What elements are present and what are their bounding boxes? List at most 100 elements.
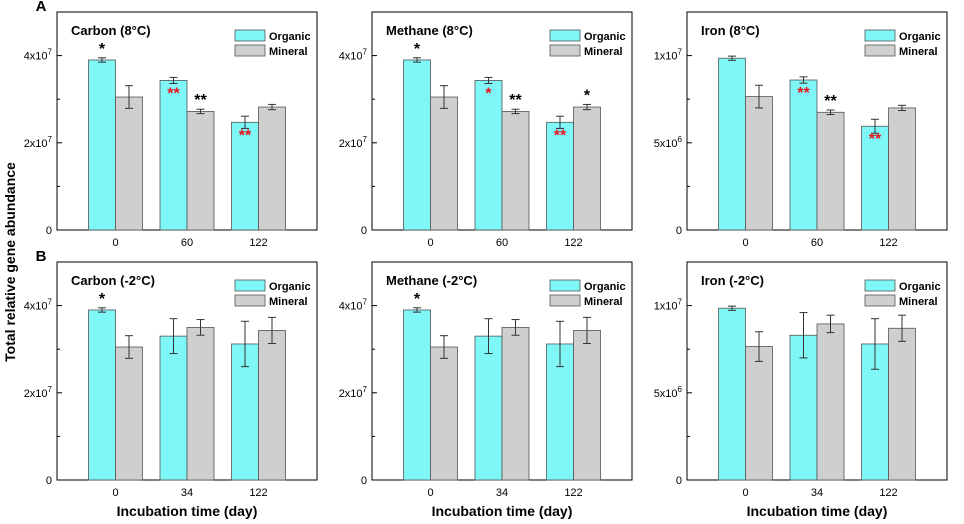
legend-swatch-mineral	[234, 44, 266, 57]
panel-title: Iron (-2°C)	[701, 273, 764, 288]
legend-swatch-organic	[864, 29, 896, 42]
x-tick-label: 60	[496, 237, 508, 249]
y-tick-label: 4x107	[24, 48, 53, 63]
y-tick-label: 2x107	[339, 135, 368, 150]
x-tick-label: 34	[496, 487, 508, 499]
x-tick-label: 34	[181, 487, 193, 499]
y-axis-label: Total relative gene abundance	[2, 162, 18, 362]
legend-swatch-organic	[864, 279, 896, 292]
x-axis-label: Incubation time (day)	[747, 503, 888, 519]
panel-letter-a: A	[36, 0, 47, 15]
bar-organic	[403, 309, 431, 481]
y-tick-label: 5x106	[654, 135, 683, 150]
legend-swatch-mineral	[864, 294, 896, 307]
legend-swatch-mineral	[549, 44, 581, 57]
legend-label-organic: Organic	[899, 31, 941, 43]
bar-mineral	[573, 330, 601, 481]
legend-label-mineral: Mineral	[899, 296, 938, 308]
x-tick-label: 122	[249, 237, 267, 249]
significance-marker: **	[239, 127, 252, 144]
bar-organic	[474, 80, 503, 231]
legend-swatch-organic	[549, 279, 581, 292]
y-tick-label: 2x107	[24, 135, 53, 150]
bar-mineral	[816, 111, 845, 231]
bar-organic	[88, 59, 116, 231]
x-tick-label: 122	[249, 487, 267, 499]
y-tick-label: 4x107	[24, 298, 53, 313]
x-tick-label: 60	[811, 237, 823, 249]
x-tick-label: 122	[879, 487, 897, 499]
bar-mineral	[258, 106, 286, 231]
significance-marker: **	[167, 85, 180, 102]
y-tick-label: 2x107	[339, 385, 368, 400]
y-tick-label: 2x107	[24, 385, 53, 400]
bar-mineral	[888, 107, 916, 231]
x-tick-label: 122	[879, 237, 897, 249]
chart-panel: 0 2x107 4x107 0 34 122 * Methane (-2°C) Organic M…	[339, 261, 633, 499]
y-tick-label: 0	[676, 225, 682, 237]
y-tick-label: 0	[361, 225, 367, 237]
legend-swatch-mineral	[549, 294, 581, 307]
x-tick-label: 60	[181, 237, 193, 249]
bar-mineral	[186, 326, 215, 481]
y-tick-label: 0	[46, 225, 52, 237]
significance-marker: *	[414, 41, 421, 58]
legend-label-mineral: Mineral	[269, 296, 308, 308]
legend-swatch-organic	[234, 279, 266, 292]
y-tick-label: 1x107	[654, 48, 683, 63]
x-tick-label: 0	[742, 487, 748, 499]
significance-marker: *	[99, 41, 106, 58]
y-tick-label: 1x107	[654, 298, 683, 313]
bar-organic	[789, 79, 818, 231]
panel-letter-b: B	[36, 248, 47, 265]
legend-label-mineral: Mineral	[584, 296, 623, 308]
chart-panel: 0 5x106 1x107 0 34 122 Iron (-2°C) Organic Miner…	[654, 261, 948, 499]
significance-marker: *	[485, 85, 492, 102]
bar-organic	[861, 125, 889, 231]
legend-swatch-organic	[234, 29, 266, 42]
bar-mineral	[573, 106, 601, 231]
chart-panel: 0 5x106 1x107 0 60 122 ** ** ** Iron (8°C) Organic…	[654, 11, 948, 249]
significance-marker: *	[99, 291, 106, 308]
significance-marker: *	[414, 291, 421, 308]
legend-swatch-organic	[549, 29, 581, 42]
x-tick-label: 0	[742, 237, 748, 249]
legend-swatch-mineral	[864, 44, 896, 57]
y-tick-label: 4x107	[339, 298, 368, 313]
panel-title: Carbon (-2°C)	[71, 273, 155, 288]
significance-marker: **	[509, 92, 522, 109]
x-tick-label: 34	[811, 487, 823, 499]
x-axis-label: Incubation time (day)	[432, 503, 573, 519]
x-tick-label: 0	[427, 487, 433, 499]
x-tick-label: 0	[427, 237, 433, 249]
significance-marker: **	[869, 131, 882, 148]
legend-swatch-mineral	[234, 294, 266, 307]
x-tick-label: 0	[112, 487, 118, 499]
y-tick-label: 4x107	[339, 48, 368, 63]
bar-mineral	[430, 96, 458, 231]
significance-marker: **	[797, 85, 810, 102]
legend-label-organic: Organic	[899, 281, 941, 293]
bar-organic	[159, 335, 188, 481]
bar-mineral	[430, 346, 458, 481]
y-tick-label: 0	[361, 475, 367, 487]
legend-label-organic: Organic	[584, 31, 626, 43]
bar-organic	[718, 307, 746, 481]
x-axis-label: Incubation time (day)	[117, 503, 258, 519]
significance-marker: *	[584, 87, 591, 104]
bar-mineral	[258, 330, 286, 481]
bar-mineral	[816, 323, 845, 481]
bar-mineral	[115, 346, 143, 481]
bar-organic	[474, 335, 503, 481]
legend-label-organic: Organic	[269, 31, 311, 43]
bar-organic	[718, 57, 746, 231]
bar-organic	[159, 80, 188, 231]
bar-mineral	[501, 326, 530, 481]
significance-marker: **	[554, 127, 567, 144]
bar-mineral	[745, 96, 773, 231]
legend-label-organic: Organic	[269, 281, 311, 293]
panel-title: Iron (8°C)	[701, 23, 760, 38]
